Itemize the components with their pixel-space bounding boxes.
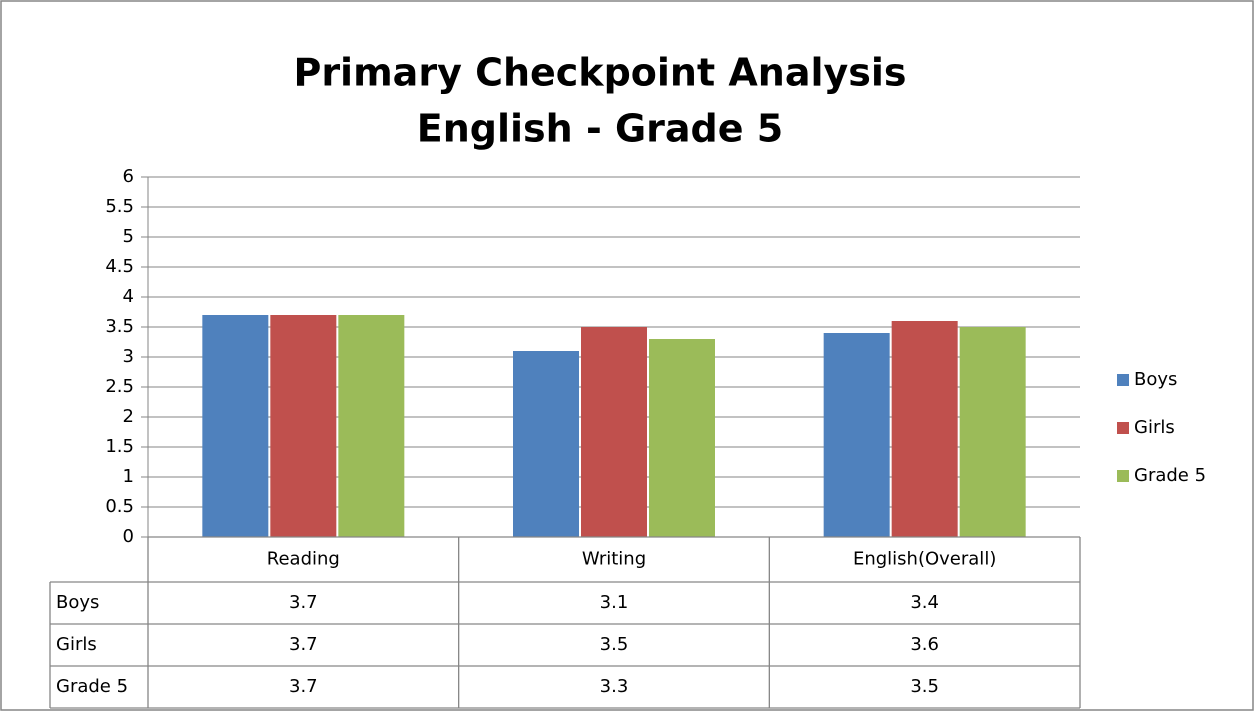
y-tick-label: 2.5 <box>105 376 134 397</box>
table-row-header: Grade 5 <box>56 676 128 697</box>
y-tick-label: 4.5 <box>105 256 134 277</box>
legend-label: Boys <box>1134 369 1177 390</box>
table-row-header: Boys <box>56 592 99 613</box>
table-cell: 3.1 <box>600 592 629 613</box>
chart-subtitle: English - Grade 5 <box>417 107 783 151</box>
table-cell: 3.6 <box>910 634 939 655</box>
y-tick-label: 5.5 <box>105 196 134 217</box>
y-tick-label: 3.5 <box>105 316 134 337</box>
legend-swatch <box>1117 470 1129 482</box>
legend-swatch <box>1117 374 1129 386</box>
y-tick-label: 2 <box>123 406 134 427</box>
table-cell: 3.7 <box>289 676 318 697</box>
table-row-header: Girls <box>56 634 97 655</box>
y-tick-label: 4 <box>123 286 134 307</box>
bar <box>649 339 715 537</box>
table-cell: 3.5 <box>600 634 629 655</box>
table-cell: 3.7 <box>289 634 318 655</box>
bar <box>959 327 1026 537</box>
table-cell: 3.3 <box>600 676 629 697</box>
bar <box>338 315 405 537</box>
y-tick-label: 1 <box>123 466 134 487</box>
y-tick-label: 6 <box>123 166 134 187</box>
legend-label: Grade 5 <box>1134 465 1206 486</box>
y-tick-label: 1.5 <box>105 436 134 457</box>
bar <box>513 351 579 537</box>
table-cell: 3.4 <box>910 592 939 613</box>
legend-swatch <box>1117 422 1129 434</box>
table-cell: 3.7 <box>289 592 318 613</box>
y-tick-label: 0.5 <box>105 496 134 517</box>
x-tick-label: English(Overall) <box>853 549 996 570</box>
y-tick-label: 0 <box>123 526 134 547</box>
chart-title: Primary Checkpoint Analysis <box>293 51 906 95</box>
x-tick-label: Writing <box>582 549 646 570</box>
bar <box>581 327 647 537</box>
x-tick-label: Reading <box>267 549 340 570</box>
y-tick-label: 3 <box>123 346 134 367</box>
table-cell: 3.5 <box>910 676 939 697</box>
bar <box>270 315 337 537</box>
bar <box>891 321 958 537</box>
bar <box>823 333 890 537</box>
legend-label: Girls <box>1134 417 1175 438</box>
y-tick-label: 5 <box>123 226 134 247</box>
bar <box>202 315 269 537</box>
